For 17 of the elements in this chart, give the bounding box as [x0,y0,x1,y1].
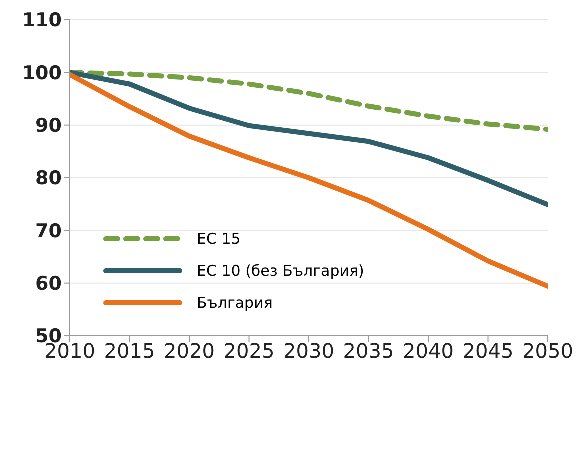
legend-label: България [197,294,273,312]
y-tick-label: 80 [36,168,62,190]
x-tick-label: 2030 [284,339,334,364]
y-tick-label: 110 [22,10,62,32]
x-tick-label: 2045 [462,339,514,364]
y-tick-label: 90 [36,115,62,138]
legend-label: ЕС 10 (без България) [197,262,364,280]
x-tick-label: 2035 [343,339,394,364]
x-tick-label: 2025 [224,339,275,364]
legend-label: ЕС 15 [197,230,241,248]
x-tick-label: 2015 [104,339,156,364]
x-tick-label: 2020 [164,339,215,364]
x-tick-label: 2040 [403,339,454,364]
x-tick-label: 2050 [522,339,574,364]
y-tick-label: 100 [22,62,62,84]
y-tick-label: 60 [36,273,62,296]
y-tick-label: 70 [36,220,62,242]
